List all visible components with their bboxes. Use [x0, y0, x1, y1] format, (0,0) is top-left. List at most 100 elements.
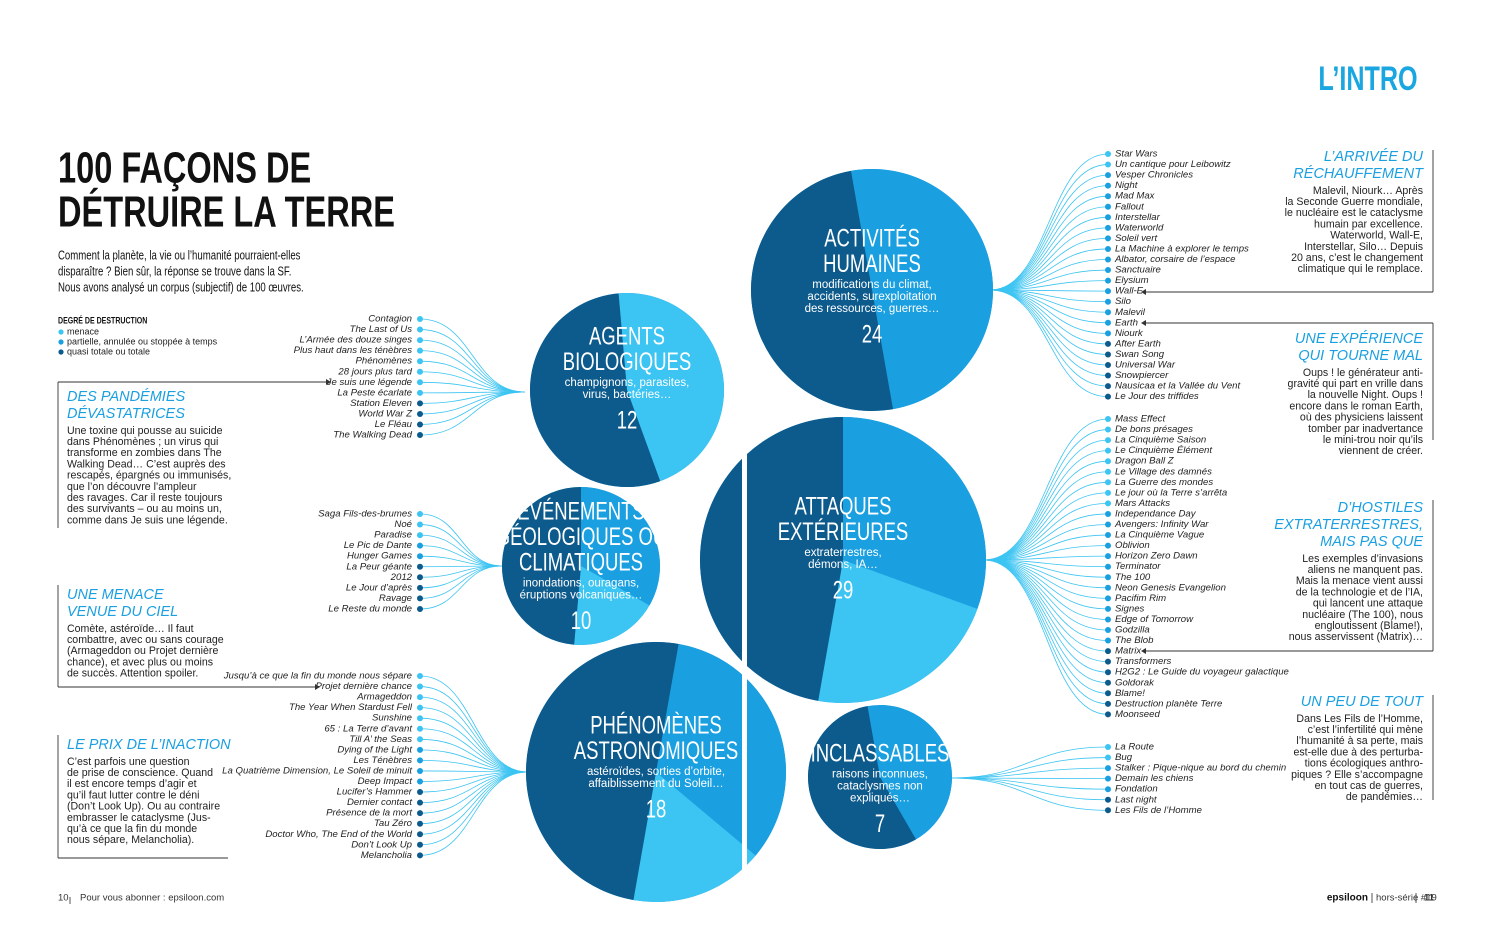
- fan-line: [989, 289, 1109, 398]
- work-dot: [1105, 161, 1111, 168]
- fan-line: [419, 707, 529, 773]
- work-title: Paradise: [374, 530, 412, 541]
- work-title: Station Eleven: [350, 398, 412, 409]
- category-count: 12: [617, 406, 638, 434]
- work-dot: [417, 421, 423, 428]
- work-title: Don’t Look Up: [351, 839, 412, 850]
- fan-line: [419, 391, 526, 425]
- work-dot: [1105, 340, 1111, 347]
- work-dot: [1105, 214, 1111, 221]
- work-dot: [417, 673, 423, 679]
- work-dot: [417, 852, 423, 859]
- work-title: Till A’ the Seas: [349, 734, 412, 745]
- sidebar-body: combattre, avec ou sans courage: [67, 634, 224, 646]
- category-title: PHÉNOMÈNES: [590, 711, 722, 739]
- legend-dot: [58, 339, 64, 345]
- category-subtitle: modifications du climat,: [812, 279, 932, 291]
- fan-line: [989, 280, 1109, 291]
- work-title: Un cantique pour Leibowitz: [1115, 159, 1231, 170]
- work-dot: [417, 584, 423, 591]
- sidebar-body: le mini-trou noir qu’ils: [1323, 434, 1423, 446]
- work-title: Mad Max: [1115, 191, 1156, 202]
- sidebar-body: Walking Dead… C’est auprès des: [67, 458, 226, 470]
- work-dot: [1105, 669, 1111, 676]
- work-dot: [1105, 172, 1111, 179]
- wedge: [529, 293, 661, 487]
- sidebar-body: c’est l’infertilité qui mène: [1308, 724, 1424, 736]
- category-subtitle: démons, IA…: [808, 559, 878, 571]
- fan-line: [989, 206, 1109, 291]
- work-title: Goldorak: [1115, 677, 1155, 688]
- sidebar-body: des ravages. Car il reste toujours: [67, 492, 222, 504]
- work-dot: [1105, 616, 1111, 623]
- page-title: DÉTRUIRE LA TERRE: [58, 187, 395, 237]
- category-subtitle: inondations, ouragans,: [523, 578, 639, 590]
- fan-line: [949, 777, 1109, 790]
- work-dot: [417, 715, 423, 722]
- sidebar-body: viennent de créer.: [1339, 445, 1423, 457]
- work-dot: [1105, 796, 1111, 803]
- work-dot: [1105, 711, 1111, 718]
- sidebar-body: de la technologie et de l’IA,: [1296, 586, 1423, 598]
- work-dot: [1105, 203, 1111, 210]
- sidebar-title: LE PRIX DE L’INACTION: [67, 737, 231, 753]
- work-dot: [1105, 765, 1111, 772]
- category-subtitle: virus, bactéries…: [583, 389, 672, 401]
- fan-line: [989, 248, 1109, 291]
- work-dot: [417, 389, 423, 396]
- work-title: La Guerre des mondes: [1115, 477, 1213, 488]
- work-title: The Walking Dead: [333, 430, 412, 441]
- wedge: [818, 560, 978, 703]
- work-title: Ravage: [379, 593, 412, 604]
- work-title: Niourk: [1115, 328, 1144, 339]
- work-title: Dying of the Light: [337, 744, 412, 755]
- work-dot: [1105, 298, 1111, 305]
- work-dot: [1105, 437, 1111, 444]
- fan-line: [419, 728, 529, 773]
- sidebar-body: rescapés, épargnés ou immunisés,: [67, 470, 231, 482]
- fan-line: [983, 559, 1109, 641]
- work-title: Earth: [1115, 317, 1138, 328]
- category-count: 29: [833, 576, 854, 604]
- sidebar-title: MAIS PAS QUE: [1320, 534, 1423, 550]
- sidebar-body: est-elle due à des perturba-: [1293, 746, 1423, 758]
- work-title: Moonseed: [1115, 709, 1160, 720]
- work-dot: [417, 337, 423, 344]
- fan-line: [419, 391, 526, 436]
- work-title: L’Armée des douze singes: [299, 335, 412, 346]
- work-title: La Cinquième Vague: [1115, 530, 1204, 541]
- work-dot: [1105, 256, 1111, 263]
- work-title: Night: [1115, 180, 1138, 191]
- work-title: Lucifer’s Hammer: [337, 787, 413, 798]
- sidebar-title: DÉVASTATRICES: [67, 405, 185, 422]
- work-title: Dragon Ball Z: [1115, 456, 1175, 467]
- work-dot: [1105, 362, 1111, 368]
- work-title: The Blob: [1115, 635, 1154, 646]
- work-title: Wall-E: [1115, 286, 1144, 297]
- fan-line: [983, 559, 1109, 610]
- category-subtitle: éruptions volcaniques…: [520, 590, 643, 602]
- category-subtitle: affaiblissement du Soleil…: [588, 778, 723, 790]
- work-title: Saga Fils-des-brumes: [318, 509, 412, 520]
- category-count: 10: [571, 606, 592, 634]
- fan-line: [419, 771, 529, 814]
- work-dot: [417, 574, 423, 581]
- work-title: Star Wars: [1115, 149, 1158, 160]
- category-title: CLIMATIQUES: [519, 548, 643, 576]
- sidebar-title: UNE MENACE: [67, 587, 164, 603]
- work-title: Interstellar: [1115, 212, 1161, 223]
- work-dot: [1105, 224, 1111, 231]
- section-label: L’INTRO: [1318, 60, 1417, 98]
- fan-line: [419, 749, 529, 773]
- fan-line: [983, 481, 1109, 561]
- sidebar-body: en tout cas de guerres,: [1315, 780, 1423, 792]
- fan-line: [419, 524, 503, 567]
- work-dot: [1105, 521, 1111, 528]
- work-title: Last night: [1115, 794, 1157, 805]
- work-title: Sunshine: [372, 713, 412, 724]
- work-title: Oblivion: [1115, 540, 1150, 551]
- work-dot: [1105, 563, 1111, 570]
- brand: epsiloon: [1327, 893, 1368, 904]
- work-title: 2012: [390, 572, 413, 583]
- sidebar-body: humain par excellence.: [1314, 218, 1423, 230]
